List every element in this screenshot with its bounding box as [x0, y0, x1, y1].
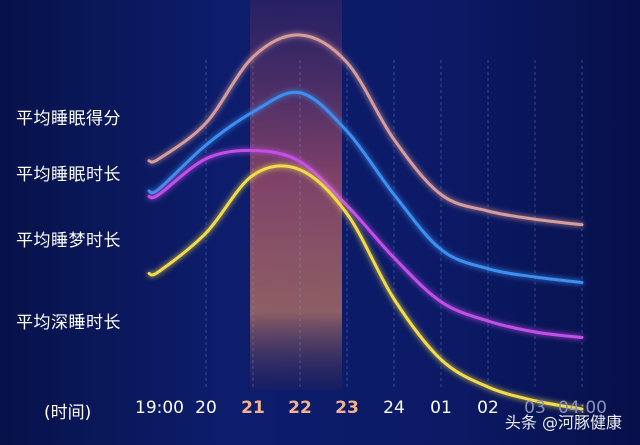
watermark: 头条 @河豚健康	[504, 413, 622, 432]
x-tick-label: 20	[195, 398, 217, 418]
series-line-dream-duration	[147, 148, 584, 339]
x-tick-label: 04:00	[558, 398, 607, 418]
x-tick-label: 22	[288, 398, 312, 418]
series-line-sleep-score	[147, 33, 584, 227]
x-tick-label: 01	[430, 398, 452, 418]
series-label-sleep-duration: 平均睡眠时长	[16, 165, 121, 185]
x-tick-label: 02	[477, 398, 499, 418]
x-tick-label: 21	[241, 398, 265, 418]
series-line-sleep-duration	[147, 90, 584, 284]
x-tick-label: 19:00	[135, 398, 184, 418]
highlight-band	[250, 0, 342, 390]
series-label-deep-sleep-duration: 平均深睡时长	[16, 313, 121, 333]
x-tick-label: 03	[524, 398, 546, 418]
series-label-sleep-score: 平均睡眠得分	[16, 109, 121, 129]
x-tick-label: 24	[383, 398, 405, 418]
x-tick-label: 23	[335, 398, 359, 418]
x-axis-label: (时间)	[44, 403, 92, 423]
series-label-dream-duration: 平均睡梦时长	[16, 231, 121, 251]
series-line-deep-sleep-duration	[147, 164, 584, 411]
